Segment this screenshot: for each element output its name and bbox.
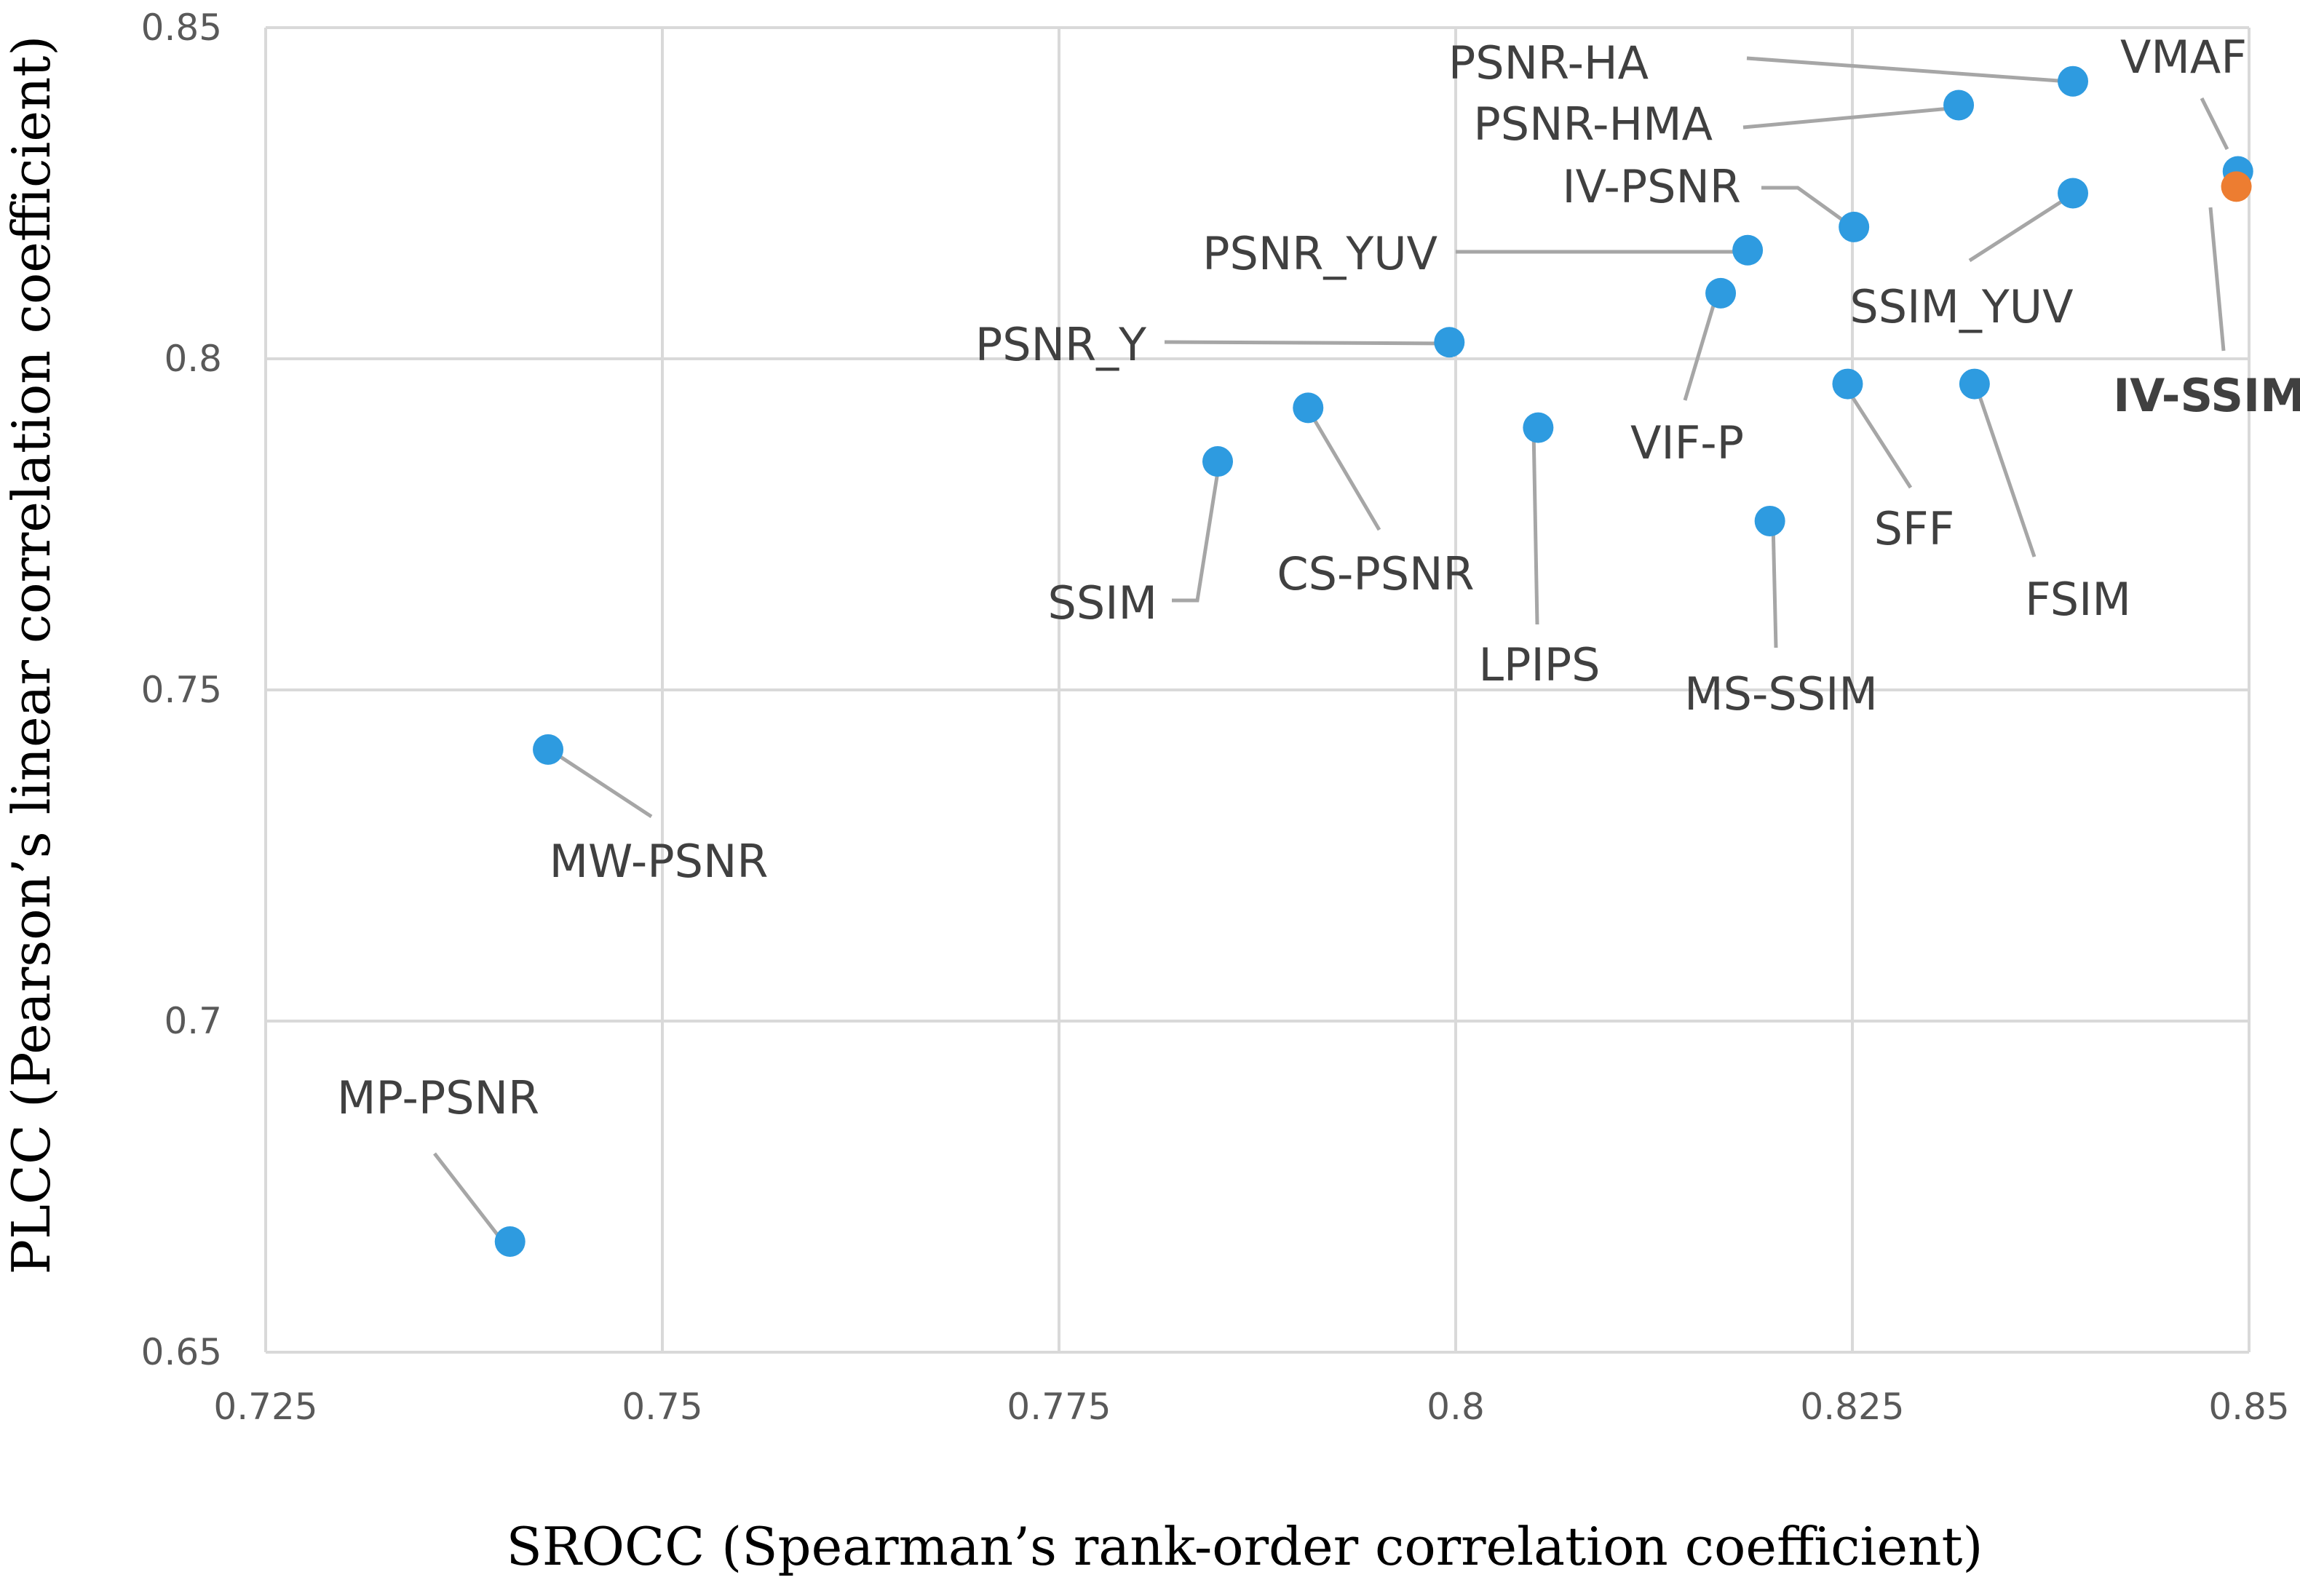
- point-psnr-yuv: [1732, 234, 1764, 266]
- point-sff: [1832, 368, 1863, 400]
- leader-line: [1531, 429, 1539, 625]
- leader-line: [1843, 384, 1913, 489]
- y-tick-label: 0.8: [164, 338, 222, 380]
- y-tick-label: 0.85: [141, 7, 222, 49]
- x-tick-label: 0.825: [1800, 1386, 1904, 1428]
- gridlines: [264, 26, 2251, 1354]
- y-axis-title: PLCC (Pearson’s linear correlation coeff…: [1, 36, 62, 1275]
- point-label: PSNR-HMA: [1473, 98, 1713, 151]
- point-iv-psnr: [1839, 211, 1870, 242]
- leader-line: [1746, 56, 2069, 84]
- point-label: LPIPS: [1479, 638, 1601, 691]
- point-iv-ssim: [2221, 171, 2252, 202]
- point-label: SFF: [1874, 502, 1955, 555]
- point-label: IV-SSIM: [2113, 369, 2300, 422]
- point-label: IV-PSNR: [1562, 160, 1741, 213]
- point-label: CS-PSNR: [1277, 547, 1474, 600]
- point-label: VIF-P: [1630, 416, 1744, 469]
- point-lpips: [1523, 412, 1554, 443]
- point-cs-psnr: [1293, 392, 1324, 424]
- leader-line: [433, 1152, 504, 1242]
- point-label: SSIM_YUV: [1849, 280, 2073, 333]
- point-psnr-y: [1434, 327, 1465, 358]
- point-label: MS-SSIM: [1684, 667, 1878, 720]
- point-mp-psnr: [494, 1226, 526, 1258]
- x-tick-label: 0.85: [2208, 1386, 2289, 1428]
- leader-line: [548, 747, 653, 819]
- x-tick-label: 0.8: [1427, 1386, 1485, 1428]
- point-label: MW-PSNR: [550, 835, 769, 888]
- point-ms-ssim: [1754, 505, 1785, 536]
- data-points: [494, 65, 2253, 1258]
- point-vif-p: [1705, 277, 1737, 309]
- point-ssim: [1202, 446, 1233, 477]
- x-tick-label: 0.75: [622, 1386, 702, 1428]
- y-tick-label: 0.65: [141, 1331, 222, 1373]
- point-label: PSNR-HA: [1448, 36, 1649, 90]
- leader-line: [1742, 106, 1959, 130]
- leader-line: [1172, 462, 1221, 603]
- leader-line: [1164, 340, 1451, 346]
- leader-line: [1683, 290, 1720, 401]
- leader-line: [1305, 406, 1381, 531]
- leader-line: [1968, 196, 2069, 263]
- point-psnr-hma: [1943, 90, 1975, 121]
- point-label: PSNR_Y: [975, 318, 1146, 371]
- y-tick-label: 0.75: [141, 669, 222, 711]
- point-labels: VMAF IV-SSIM PSNR-HA PSNR-HMA SSIM_YUV IV-PSN…: [337, 31, 2300, 1124]
- x-tick-label: 0.725: [213, 1386, 317, 1428]
- leader-line: [1974, 385, 2037, 557]
- point-fsim: [1959, 368, 1990, 400]
- leader-line: [1771, 522, 1778, 648]
- tick-labels: 0.725 0.75 0.775 0.8 0.825 0.85 0.65 0.7 0.75 0.8…: [141, 7, 2290, 1428]
- point-mw-psnr: [533, 734, 564, 765]
- point-label: MP-PSNR: [337, 1071, 539, 1124]
- point-label: SSIM: [1048, 576, 1158, 630]
- point-label: PSNR_YUV: [1202, 227, 1438, 280]
- x-tick-label: 0.775: [1007, 1386, 1111, 1428]
- point-label: FSIM: [2025, 573, 2131, 626]
- x-axis-title: SROCC (Spearman’s rank-order correlation…: [506, 1516, 1983, 1577]
- point-psnr-ha: [2058, 65, 2089, 97]
- y-tick-label: 0.7: [164, 1000, 222, 1042]
- leader-line: [2200, 97, 2229, 151]
- point-ssim-yuv: [2058, 178, 2089, 209]
- point-label: VMAF: [2120, 31, 2247, 84]
- leader-line: [2208, 207, 2226, 352]
- leader-lines: [433, 56, 2229, 1242]
- leader-line: [1761, 186, 1854, 229]
